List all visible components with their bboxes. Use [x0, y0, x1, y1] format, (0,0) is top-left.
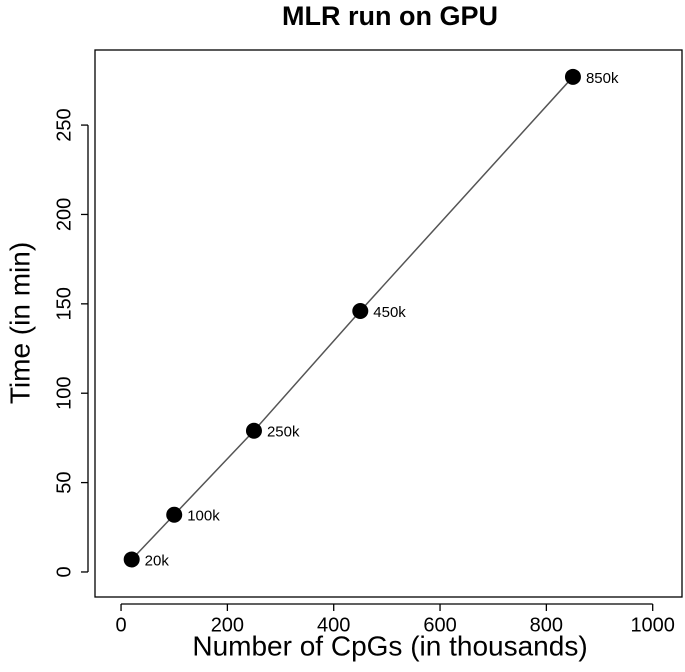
data-point — [166, 506, 183, 523]
plot-frame — [94, 49, 683, 598]
y-tick-label: 50 — [53, 471, 75, 493]
y-axis-label: Time (in min) — [4, 242, 35, 404]
x-tick-label: 0 — [115, 614, 126, 636]
y-tick-label: 200 — [53, 198, 75, 231]
data-point — [352, 302, 369, 319]
point-label: 20k — [145, 552, 170, 569]
y-tick-label: 150 — [53, 287, 75, 320]
y-tick-label: 250 — [53, 108, 75, 141]
x-tick-label: 800 — [530, 614, 563, 636]
x-tick-label: 400 — [317, 614, 350, 636]
y-tick-label: 100 — [53, 377, 75, 410]
data-point — [245, 422, 262, 439]
x-axis-label: Number of CpGs (in thousands) — [192, 630, 587, 661]
data-point — [564, 68, 581, 85]
point-label: 450k — [373, 304, 406, 321]
x-tick-label: 200 — [211, 614, 244, 636]
x-tick-label: 600 — [423, 614, 456, 636]
point-label: 850k — [586, 70, 619, 87]
series-line — [131, 76, 574, 560]
data-point — [123, 551, 140, 568]
x-tick-label: 1000 — [630, 614, 675, 636]
chart-title: MLR run on GPU — [282, 1, 498, 31]
y-tick-label: 0 — [53, 566, 75, 577]
point-label: 100k — [187, 508, 220, 525]
point-label: 250k — [267, 424, 300, 441]
